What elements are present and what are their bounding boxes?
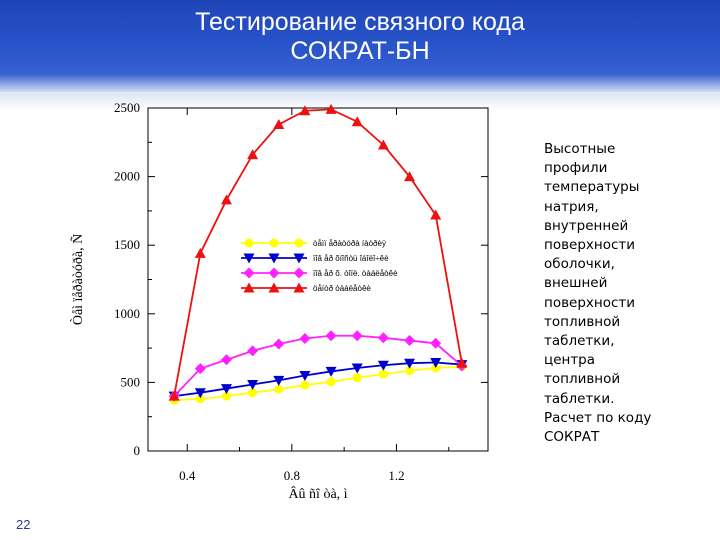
legend-label: ïîâ åð õ. òîïë. òàáëåòêè [313, 269, 398, 278]
series-1-point [326, 377, 336, 387]
y-tick-label: 2000 [114, 169, 140, 184]
series-3-point [194, 363, 206, 375]
legend-marker [243, 267, 255, 279]
header-fade [0, 74, 720, 110]
series-1-point [352, 373, 362, 383]
legend-marker [294, 238, 304, 248]
series-1-point [195, 394, 205, 404]
series-3-point [220, 354, 232, 366]
slide-title: Тестирование связного кода СОКРАТ-БН [0, 8, 720, 66]
legend-marker [243, 282, 255, 293]
legend-label: òåìï åðàòóðà íàòðèÿ [313, 239, 386, 248]
series-3-point [351, 330, 363, 342]
series-2-point [325, 366, 337, 377]
legend-marker [268, 282, 280, 293]
series-1-point [221, 391, 231, 401]
y-tick-label: 500 [121, 374, 141, 389]
legend-marker [293, 253, 305, 264]
series-2-point [351, 363, 363, 374]
series-4-point [194, 247, 206, 258]
series-4-point [299, 105, 311, 116]
slide-caption: Высотные профили температуры натрия, вну… [544, 141, 652, 446]
slide-title-line-1: Тестирование связного кода [195, 8, 525, 36]
y-tick-label: 0 [134, 443, 141, 458]
series-3-point [404, 335, 416, 347]
slide-number: 22 [16, 517, 31, 532]
y-tick-label: 2500 [114, 100, 140, 115]
series-3-point [273, 338, 285, 350]
series-4-point [168, 390, 180, 401]
legend-marker [268, 267, 280, 279]
legend-marker [268, 253, 280, 264]
series-3-point [247, 345, 259, 357]
series-4-point [273, 118, 285, 129]
series-3-point [430, 337, 442, 349]
series-line-3 [173, 334, 463, 397]
series-1-point [300, 380, 310, 390]
series-1-point [405, 366, 415, 376]
series-line-2 [174, 361, 462, 398]
series-line-1 [174, 365, 462, 402]
slide-title-line-2: СОКРАТ-БН [290, 37, 430, 65]
series-4-point [404, 171, 416, 182]
series-3-point [299, 332, 311, 344]
series-2-point [247, 379, 259, 390]
series-2-point [377, 360, 389, 371]
series-line-4 [173, 108, 463, 397]
series-2-point [299, 371, 311, 382]
y-tick-label: 1500 [114, 237, 140, 252]
series-3-point [377, 332, 389, 344]
series-3-point [325, 330, 337, 342]
y-tick-label: 1000 [114, 306, 140, 321]
series-2-point [194, 388, 206, 399]
legend-marker [244, 238, 254, 248]
series-4-point [456, 357, 468, 368]
series-4-point [377, 139, 389, 150]
legend-marker [269, 238, 279, 248]
series-4-point [351, 116, 363, 127]
x-tick-label: 1.2 [388, 468, 404, 483]
legend-marker [293, 282, 305, 293]
series-2-point [273, 375, 285, 386]
series-1-point [274, 384, 284, 394]
legend-box [237, 234, 343, 300]
x-tick-label: 0.4 [179, 468, 196, 483]
series-1-point [248, 388, 258, 398]
series-4-point [247, 149, 259, 160]
legend-marker [293, 267, 305, 279]
series-4-point [325, 103, 337, 114]
series-2-point [430, 358, 442, 369]
x-tick-label: 0.8 [284, 468, 300, 483]
series-4-point [430, 209, 442, 220]
series-4-point [220, 194, 232, 205]
legend-label: ïîâ åð õíîñòü îáîëî÷êè [313, 254, 389, 263]
legend-marker [243, 253, 255, 264]
series-1-point [378, 369, 388, 379]
series-2-point [404, 358, 416, 369]
series-2-point [220, 384, 232, 395]
x-axis-label: Âû ñî òà, ì [288, 485, 347, 502]
y-axis-label: Òåì ïåðàòóðà, Ñ [69, 234, 86, 325]
legend-label: öåíòð òàáëåòêè [313, 284, 371, 293]
